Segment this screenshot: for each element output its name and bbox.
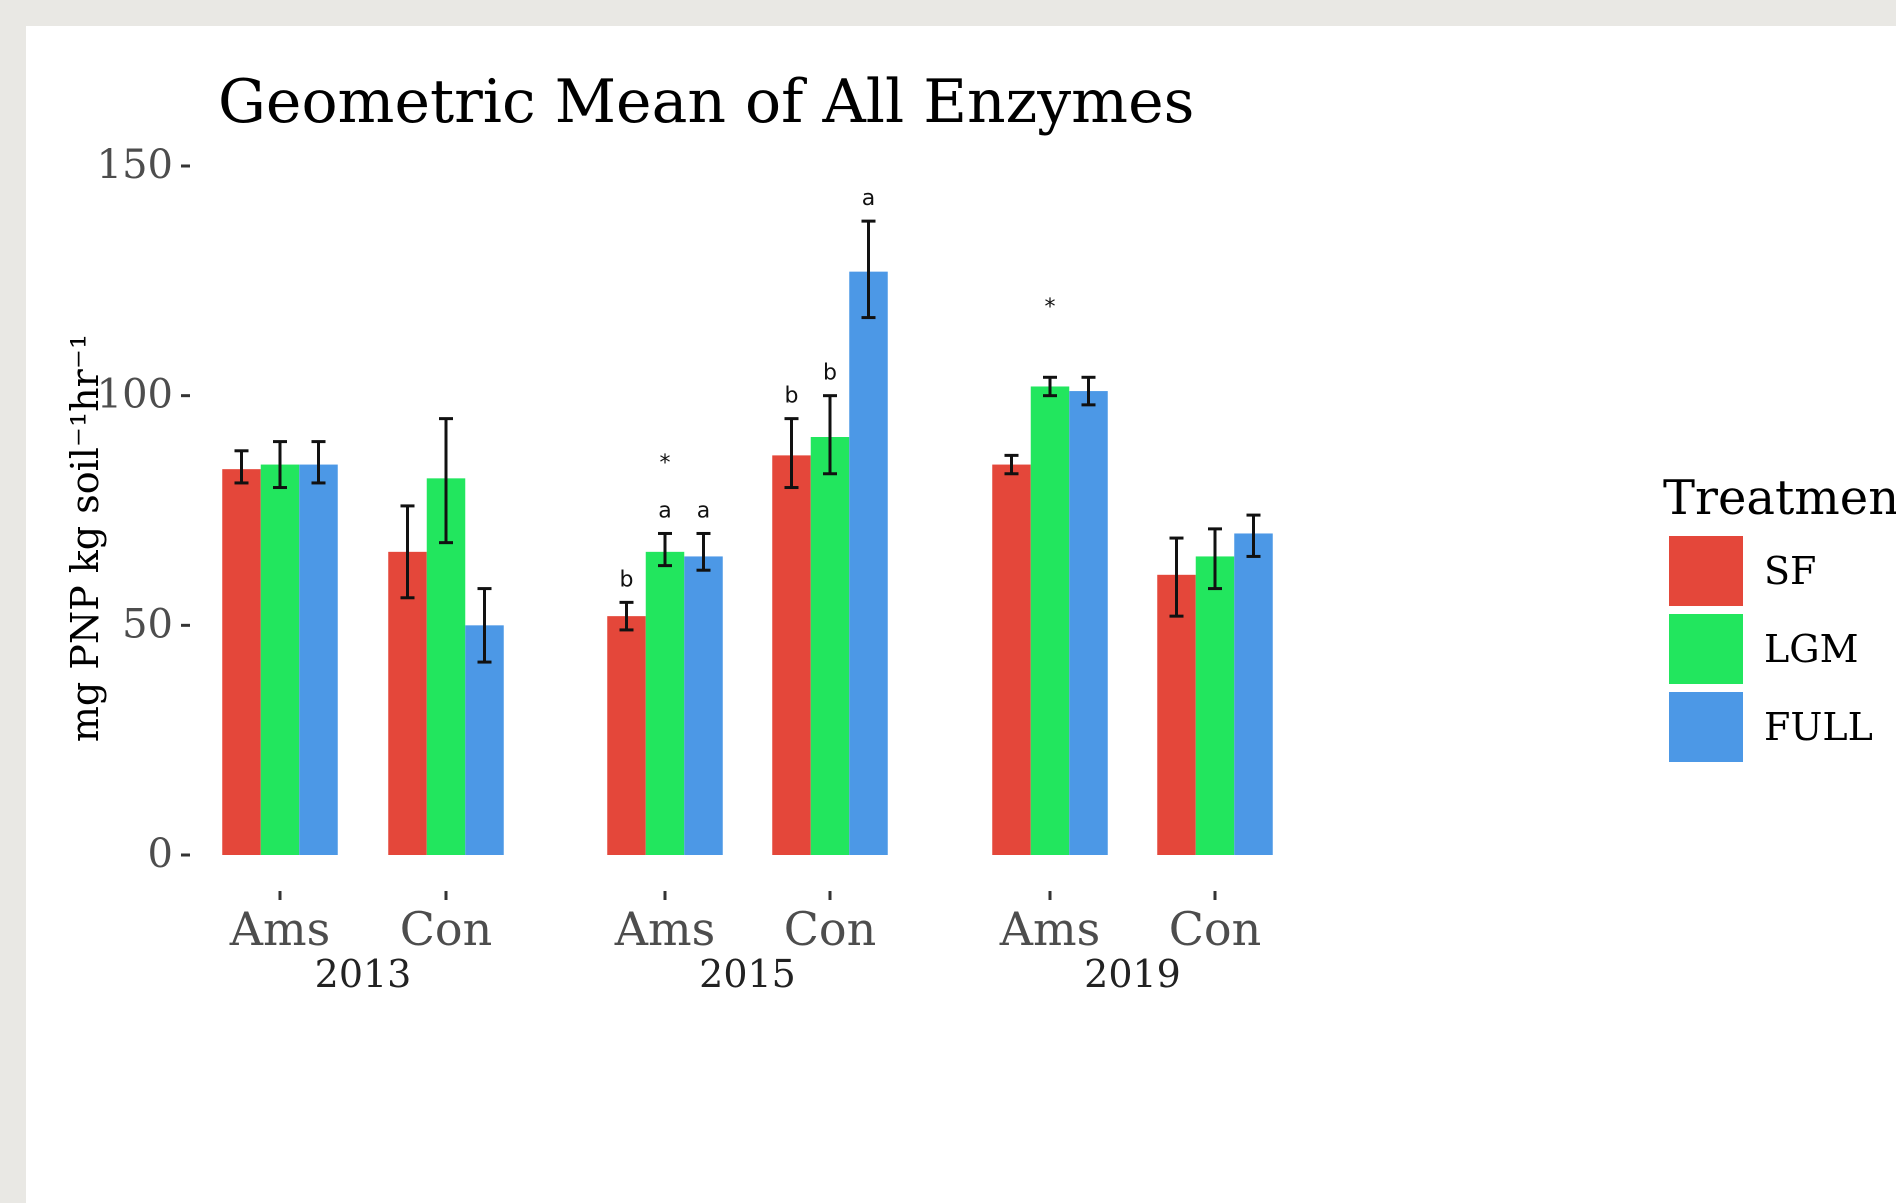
bar-lgm-2019-con xyxy=(1195,556,1235,855)
x-tick-label: Con xyxy=(1169,902,1262,956)
bar-lgm-2019-ams xyxy=(1030,386,1070,855)
significance-label: b xyxy=(620,567,634,592)
significance-label: a xyxy=(658,498,671,523)
bar-sf-2013-ams xyxy=(222,469,261,855)
bar-full-2019-ams xyxy=(1069,391,1108,855)
bar-lgm-2013-ams xyxy=(260,464,300,855)
group-label-2013: 2013 xyxy=(315,952,412,996)
legend-label-sf: SF xyxy=(1764,549,1816,593)
significance-label: b xyxy=(785,384,799,409)
y-axis-title: mg PNP kg soil⁻¹hr⁻¹ xyxy=(63,334,107,742)
y-tick-label: 50 xyxy=(122,601,173,647)
bar-sf-2015-con xyxy=(772,455,811,855)
significance-label: a xyxy=(862,186,875,211)
y-tick-label: 0 xyxy=(148,831,173,877)
bar-sf-2013-con xyxy=(388,551,427,855)
x-tick-label: Ams xyxy=(999,902,1100,956)
x-tick-label: Con xyxy=(400,902,493,956)
significance-label: a xyxy=(697,498,710,523)
y-tick-label: 150 xyxy=(97,142,173,188)
bar-full-2019-con xyxy=(1234,533,1273,855)
bar-chart: Geometric Mean of All Enzymes mg PNP kg … xyxy=(63,67,1896,996)
bar-lgm-2015-ams xyxy=(645,551,685,855)
y-tick-label: 100 xyxy=(97,372,173,418)
group-label-2019: 2019 xyxy=(1084,952,1181,996)
annotation-asterisk: * xyxy=(1045,295,1056,320)
legend: Treatment SF LGM FULL xyxy=(1663,470,1896,762)
bar-sf-2019-ams xyxy=(992,464,1031,855)
bar-full-2015-ams xyxy=(684,556,723,855)
bar-full-2015-con xyxy=(849,271,888,855)
group-label-2015: 2015 xyxy=(699,952,796,996)
legend-key-full xyxy=(1669,692,1743,762)
bar-full-2013-con xyxy=(465,625,504,855)
significance-label: b xyxy=(823,361,837,386)
legend-label-lgm: LGM xyxy=(1764,627,1859,671)
legend-key-sf xyxy=(1669,536,1743,606)
bar-sf-2015-ams xyxy=(607,616,646,855)
legend-title: Treatment xyxy=(1663,470,1896,526)
legend-key-lgm xyxy=(1669,614,1743,684)
annotation-asterisk: * xyxy=(660,451,671,476)
bar-sf-2019-con xyxy=(1157,574,1196,855)
bar-lgm-2015-con xyxy=(810,437,850,855)
bar-full-2013-ams xyxy=(299,464,338,855)
x-tick-label: Con xyxy=(784,902,877,956)
legend-label-full: FULL xyxy=(1764,705,1873,749)
chart-title: Geometric Mean of All Enzymes xyxy=(218,67,1194,137)
x-tick-label: Ams xyxy=(229,902,330,956)
x-tick-label: Ams xyxy=(614,902,715,956)
chart-panel: Geometric Mean of All Enzymes mg PNP kg … xyxy=(26,26,1896,1203)
